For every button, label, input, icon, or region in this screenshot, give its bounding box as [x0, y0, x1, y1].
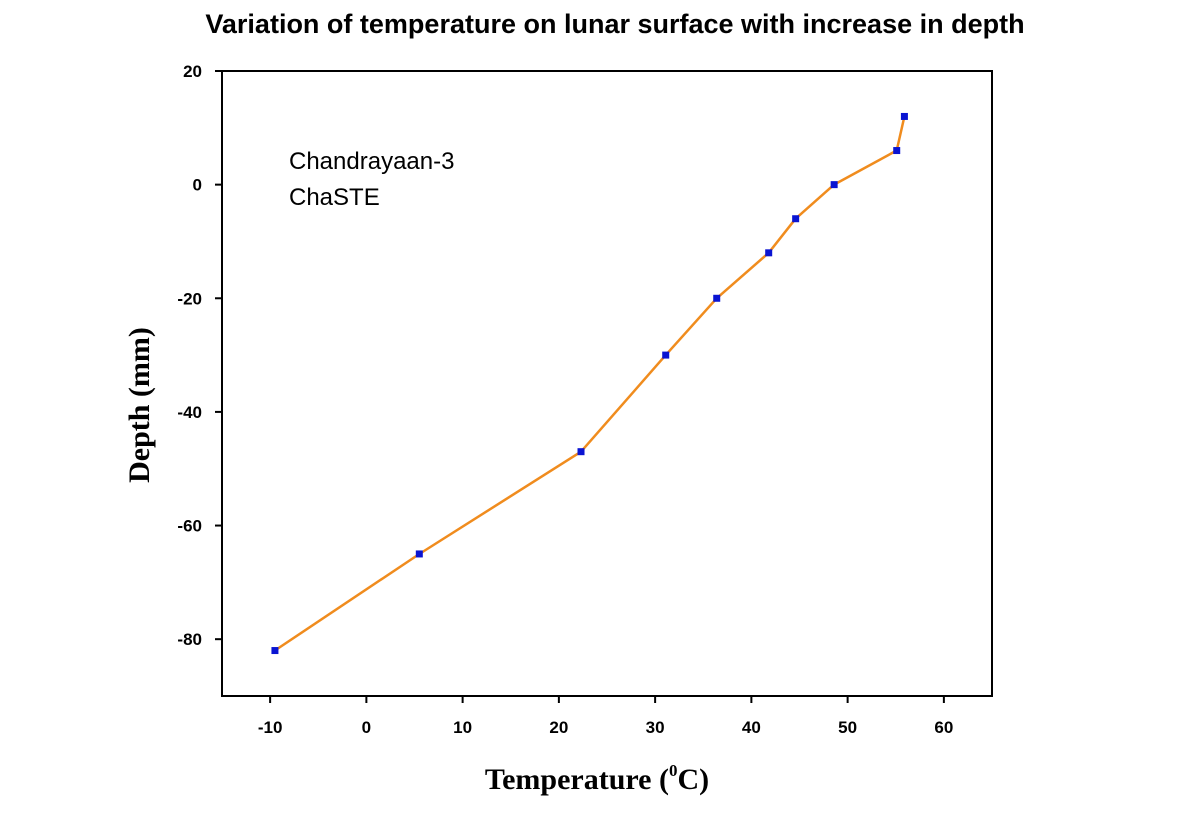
- y-axis-label: Depth (mm): [123, 327, 156, 483]
- data-point: [713, 294, 721, 302]
- data-point: [271, 647, 279, 655]
- data-point: [415, 550, 423, 558]
- data-point: [900, 112, 908, 120]
- data-point: [830, 181, 838, 189]
- y-tick-label: -20: [177, 289, 202, 308]
- y-tick-label: 0: [193, 176, 202, 195]
- series-group: [271, 112, 908, 655]
- y-tick-label: -40: [177, 403, 202, 422]
- data-point: [662, 351, 670, 359]
- y-tick-label: -60: [177, 517, 202, 536]
- annotation-mission: Chandrayaan-3: [289, 148, 454, 175]
- x-tick-label: 40: [742, 718, 761, 737]
- x-axis-label: Temperature (0C): [485, 761, 709, 796]
- x-tick-label: 50: [838, 718, 857, 737]
- data-point: [893, 147, 901, 155]
- y-tick-label: -80: [177, 630, 202, 649]
- x-tick-label: 10: [453, 718, 472, 737]
- plot-area-frame: [221, 70, 993, 697]
- x-tick-label: -10: [258, 718, 283, 737]
- y-tick-label: 20: [183, 62, 202, 81]
- chart-title: Variation of temperature on lunar surfac…: [205, 9, 1024, 39]
- x-tick-label: 20: [549, 718, 568, 737]
- data-point: [792, 215, 800, 223]
- x-tick-label: 60: [934, 718, 953, 737]
- x-axis: -10 0 10 20 30 40 50 60: [258, 696, 953, 737]
- data-point: [765, 249, 773, 257]
- series-line: [274, 116, 906, 652]
- x-tick-label: 30: [646, 718, 665, 737]
- annotation-instrument: ChaSTE: [289, 184, 380, 211]
- y-axis: 20 0 -20 -40 -60 -80: [177, 62, 222, 649]
- x-tick-label: 0: [362, 718, 371, 737]
- data-point: [577, 448, 585, 456]
